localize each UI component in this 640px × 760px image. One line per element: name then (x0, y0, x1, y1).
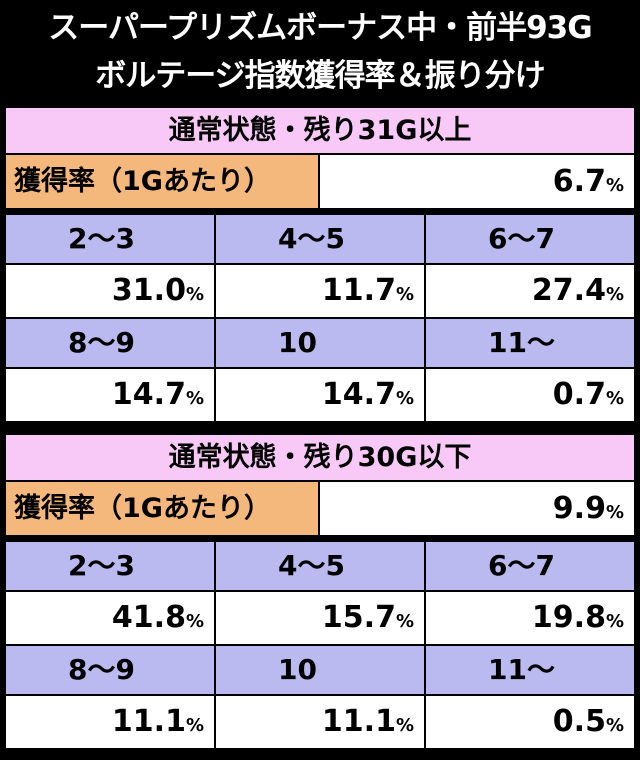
value-number: 31.0 (111, 273, 186, 308)
value-number: 11.7 (321, 273, 396, 308)
rate-row: 獲得率（1Gあたり） 9.9% (6, 482, 634, 535)
category-value: 11.7% (216, 265, 424, 317)
category-label: 8～9 (6, 646, 214, 694)
value-number: 19.8 (531, 600, 606, 635)
category-label: 4～5 (216, 542, 424, 590)
rate-label: 獲得率（1Gあたり） (6, 155, 318, 208)
value-number: 0.5 (552, 704, 606, 739)
category-value: 31.0% (6, 265, 214, 317)
value-number: 11.1 (321, 704, 396, 739)
distribution-grid: 2～3 4～5 6～7 31.0% 11.7% 27.4% 8～9 10 11～ 14.7% 14.… (6, 215, 634, 421)
distribution-grid: 2～3 4～5 6～7 41.8% 15.7% 19.8% 8～9 10 11～ 11.1% 11.… (6, 542, 634, 748)
value-unit: % (605, 284, 624, 305)
category-label: 10 (216, 319, 424, 367)
category-value: 11.1% (216, 696, 424, 748)
value-unit: % (185, 284, 204, 305)
value-unit: % (605, 388, 624, 409)
spacer (0, 421, 640, 433)
rate-number: 6.7 (552, 164, 606, 199)
value-unit: % (185, 388, 204, 409)
value-number: 27.4 (531, 273, 606, 308)
category-label: 10 (216, 646, 424, 694)
category-label: 6～7 (426, 215, 634, 263)
section: 通常状態・残り31G以上 獲得率（1Gあたり） 6.7% 2～3 4～5 6～7 31.0%… (6, 108, 634, 421)
value-number: 14.7 (321, 377, 396, 412)
value-unit: % (395, 611, 414, 632)
category-label: 11～ (426, 646, 634, 694)
rate-value: 9.9% (320, 482, 634, 535)
value-number: 41.8 (111, 600, 186, 635)
value-unit: % (605, 611, 624, 632)
value-unit: % (185, 715, 204, 736)
rate-unit: % (605, 175, 624, 196)
rate-value: 6.7% (320, 155, 634, 208)
category-value: 0.7% (426, 369, 634, 421)
category-label: 2～3 (6, 215, 214, 263)
sections: 通常状態・残り31G以上 獲得率（1Gあたり） 6.7% 2～3 4～5 6～7 31.0%… (0, 108, 640, 748)
category-value: 15.7% (216, 592, 424, 644)
title: スーパープリズムボーナス中・前半93G ボルテージ指数獲得率＆振り分け (0, 0, 640, 106)
category-value: 11.1% (6, 696, 214, 748)
category-value: 19.8% (426, 592, 634, 644)
section-heading: 通常状態・残り31G以上 (6, 108, 634, 153)
category-value: 14.7% (6, 369, 214, 421)
title-line: スーパープリズムボーナス中・前半93G (48, 10, 592, 46)
value-unit: % (395, 284, 414, 305)
category-value: 27.4% (426, 265, 634, 317)
section: 通常状態・残り30G以下 獲得率（1Gあたり） 9.9% 2～3 4～5 6～7 41.8%… (6, 435, 634, 748)
category-value: 14.7% (216, 369, 424, 421)
value-number: 14.7 (111, 377, 186, 412)
category-label: 4～5 (216, 215, 424, 263)
value-number: 0.7 (552, 377, 606, 412)
category-value: 0.5% (426, 696, 634, 748)
category-label: 2～3 (6, 542, 214, 590)
title-line: ボルテージ指数獲得率＆振り分け (95, 58, 545, 94)
value-unit: % (395, 388, 414, 409)
value-unit: % (605, 715, 624, 736)
category-value: 41.8% (6, 592, 214, 644)
rate-unit: % (605, 502, 624, 523)
category-label: 8～9 (6, 319, 214, 367)
value-number: 11.1 (111, 704, 186, 739)
rate-label: 獲得率（1Gあたり） (6, 482, 318, 535)
value-unit: % (185, 611, 204, 632)
category-label: 6～7 (426, 542, 634, 590)
section-heading: 通常状態・残り30G以下 (6, 435, 634, 480)
value-unit: % (395, 715, 414, 736)
value-number: 15.7 (321, 600, 396, 635)
category-label: 11～ (426, 319, 634, 367)
rate-number: 9.9 (552, 491, 606, 526)
rate-row: 獲得率（1Gあたり） 6.7% (6, 155, 634, 208)
